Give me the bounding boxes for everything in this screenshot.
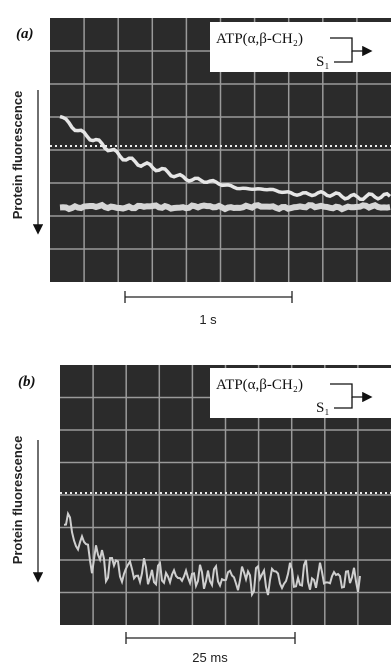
legend-box <box>210 368 391 418</box>
figure: ATP(α,β-CH₂) S₁ (a) Protein fluorescence… <box>0 0 391 667</box>
scale-label: 1 s <box>199 312 217 327</box>
panel-tag: (a) <box>16 26 34 42</box>
legend-label: ATP(α,β-CH₂) <box>216 31 303 47</box>
y-axis-label: Protein fluorescence <box>10 436 25 565</box>
legend-label: S₁ <box>316 54 330 70</box>
legend-box <box>210 22 391 72</box>
panel-tag: (b) <box>18 374 36 390</box>
scale-label: 25 ms <box>192 650 228 665</box>
panel-b: ATP(α,β-CH₂) S₁ (b) Protein fluorescence… <box>10 365 391 665</box>
legend-label: ATP(α,β-CH₂) <box>216 377 303 393</box>
y-axis-label: Protein fluorescence <box>10 91 25 220</box>
baseline-trace <box>60 205 390 209</box>
legend-label: S₁ <box>316 400 330 416</box>
panel-a: ATP(α,β-CH₂) S₁ (a) Protein fluorescence… <box>10 18 391 327</box>
